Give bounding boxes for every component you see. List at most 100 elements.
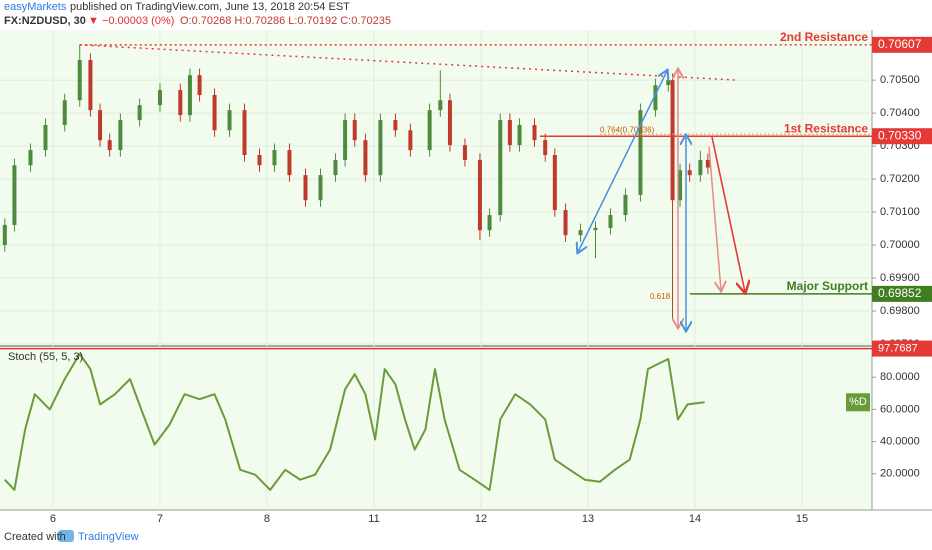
candle-body [118, 120, 123, 151]
y-tick-label: 60.0000 [880, 403, 920, 415]
candle-body [378, 120, 383, 176]
legend-entry: %D [849, 396, 867, 408]
y-tick-label: 0.69800 [880, 305, 920, 317]
x-tick-label: 12 [475, 513, 487, 525]
candle-body [287, 150, 292, 176]
candle-body [197, 75, 202, 95]
ohlc: O:0.70268 H:0.70286 L:0.70192 C:0.70235 [180, 15, 391, 27]
plot-bg [0, 30, 872, 510]
y-tick-label: 0.70400 [880, 107, 920, 119]
candle-body [77, 60, 82, 101]
candle-body [705, 159, 710, 168]
candle-body [318, 175, 323, 201]
candle-body [438, 100, 443, 111]
candle-body [352, 120, 357, 141]
y-tick-label: 0.70200 [880, 173, 920, 185]
fib-label: 0.618 [650, 292, 671, 301]
x-tick-label: 6 [50, 513, 56, 525]
candle-body [242, 110, 247, 156]
price-tag-label: 0.69852 [878, 286, 922, 300]
price-tag [872, 340, 932, 357]
candle-body [507, 120, 512, 146]
candle-body [462, 145, 467, 160]
blue-arrow [578, 71, 667, 252]
candle-body [343, 120, 348, 160]
candle-body [393, 120, 398, 131]
drawings [578, 70, 745, 330]
candle-body [447, 100, 452, 146]
y-tick-label: 40.0000 [880, 435, 920, 447]
y-tick-label: 0.70000 [880, 239, 920, 251]
candle-body [272, 150, 277, 166]
tv-logo [58, 530, 74, 542]
candle-body [563, 210, 568, 236]
candle-body [107, 140, 112, 151]
candle-body [157, 90, 162, 106]
candle-body [303, 175, 308, 201]
fib-label: 0.764(0.70336) [600, 125, 655, 134]
candle-body [98, 110, 103, 141]
candle-body [670, 80, 675, 201]
change: ▼ −0.00003 (0%) [88, 15, 174, 27]
footer-brand[interactable]: TradingView [78, 531, 139, 543]
candle-body [623, 194, 628, 216]
candle-body [487, 215, 492, 231]
candle-body [532, 124, 537, 141]
price-tag [872, 36, 932, 53]
price-tag [872, 285, 932, 302]
y-tick-label: 0.69900 [880, 272, 920, 284]
candle-body [333, 159, 338, 176]
trendline [79, 44, 738, 81]
candle-body [427, 110, 432, 151]
candle-body [593, 227, 598, 231]
level-name: Major Support [787, 279, 868, 293]
candle-body [137, 105, 142, 121]
candle-body [212, 94, 217, 131]
x-tick-label: 8 [264, 513, 270, 525]
candle-body [578, 230, 583, 236]
candle-body [28, 150, 33, 166]
y-tick-label: 0.70100 [880, 206, 920, 218]
stoch-line [4, 353, 705, 491]
x-tick-label: 7 [157, 513, 163, 525]
pane-title: Stoch (55, 5, 3) [8, 351, 83, 363]
x-tick-label: 14 [689, 513, 701, 525]
x-tick-label: 15 [796, 513, 808, 525]
candle-body [552, 155, 557, 211]
level-name: 1st Resistance [784, 121, 868, 135]
candle-body [227, 110, 232, 131]
price-tag-label: 0.70330 [878, 128, 922, 142]
level-name: 2nd Resistance [780, 30, 868, 44]
symbol: FX:NZDUSD, 30 [4, 15, 86, 27]
candle-body [477, 159, 482, 231]
candle-body [687, 170, 692, 176]
x-tick-label: 11 [368, 513, 379, 525]
candle-body [608, 215, 613, 228]
price-tag-label: 0.70607 [878, 37, 922, 51]
price-tag-label: 97.7687 [878, 342, 918, 354]
footer-text: Created with [4, 531, 66, 543]
candle-body [698, 159, 703, 176]
candle-body [62, 100, 67, 125]
price-tag [872, 128, 932, 145]
candle-body [517, 124, 522, 146]
candle-body [257, 155, 262, 166]
author[interactable]: easyMarkets [4, 1, 67, 13]
red-arrow [711, 136, 745, 292]
candle-body [363, 140, 368, 176]
y-tick-label: 0.70500 [880, 74, 920, 86]
candle-body [43, 124, 48, 151]
candle-body [12, 165, 17, 225]
legend-tag [846, 393, 870, 412]
published: published on TradingView.com, June 13, 2… [70, 1, 350, 13]
x-tick-label: 13 [582, 513, 594, 525]
candle-body [2, 224, 7, 246]
candle-body [408, 130, 413, 151]
y-tick-label: 80.0000 [880, 371, 920, 383]
candle-body [498, 120, 503, 216]
candle-body [88, 60, 93, 111]
y-tick-label: 20.0000 [880, 468, 920, 480]
candle-body [666, 80, 671, 86]
candle-body [187, 75, 192, 116]
